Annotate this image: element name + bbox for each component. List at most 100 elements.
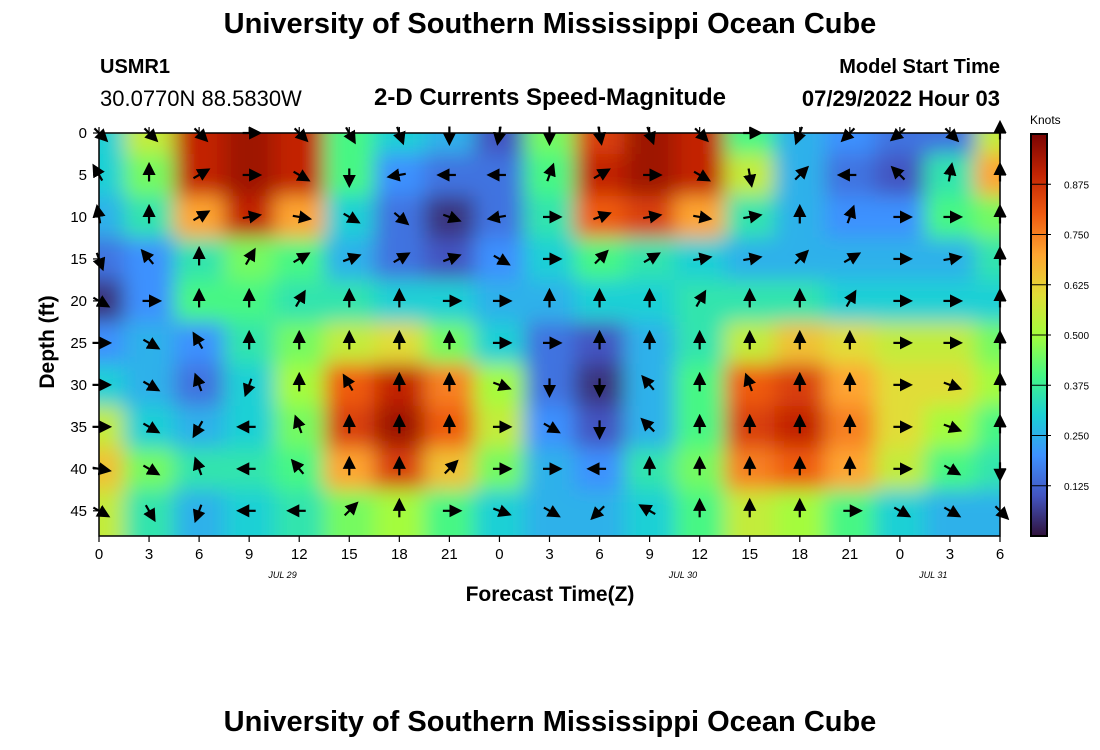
colorbar-tick-label: 0.375 — [1064, 381, 1089, 392]
current-arrow — [142, 337, 161, 350]
current-arrow — [693, 252, 713, 266]
current-arrow — [943, 252, 963, 266]
current-arrow — [192, 456, 206, 476]
date-label: JUL 31 — [918, 570, 947, 580]
current-arrow — [142, 421, 161, 434]
current-arrow — [743, 168, 757, 188]
colorbar-tick-label: 0.500 — [1064, 331, 1089, 342]
current-arrow — [943, 420, 963, 434]
y-tick-label: 35 — [70, 419, 87, 436]
current-arrow — [943, 162, 957, 182]
second-plot-title: University of Southern Mississippi Ocean… — [223, 706, 877, 738]
current-arrow — [243, 247, 256, 266]
current-arrow — [594, 249, 609, 265]
current-arrow — [142, 379, 161, 392]
current-arrow — [743, 252, 763, 266]
y-tick-label: 45 — [70, 503, 87, 520]
colorbar-tick-label: 0.875 — [1064, 180, 1089, 191]
heat-cell — [99, 489, 126, 536]
current-arrow — [192, 331, 205, 350]
current-arrow — [640, 417, 655, 433]
y-tick-label: 30 — [70, 377, 87, 394]
current-arrow — [342, 252, 362, 266]
heat-cell — [974, 279, 1000, 323]
heat-cell — [674, 133, 726, 155]
current-arrow — [890, 165, 906, 181]
heat-cell — [974, 363, 1000, 407]
model-start-value: 07/29/2022 Hour 03 — [801, 86, 1000, 111]
heat-cell — [524, 133, 576, 155]
current-arrow — [794, 249, 810, 265]
current-arrow — [543, 162, 556, 182]
heat-cell — [974, 195, 1000, 239]
heat-cell — [824, 133, 876, 155]
x-tick-label: 21 — [841, 546, 858, 563]
heat-cell — [424, 133, 476, 155]
current-arrow — [192, 504, 206, 524]
x-tick-label: 6 — [195, 546, 203, 563]
current-arrow — [893, 505, 912, 518]
date-label: JUL 29 — [267, 570, 296, 580]
current-arrow — [293, 252, 311, 265]
chart-subtitle: 2-D Currents Speed-Magnitude — [373, 84, 727, 111]
heat-cell — [974, 237, 1000, 281]
heat-cell — [924, 133, 976, 155]
x-tick-label: 6 — [996, 546, 1004, 563]
heat-cell — [174, 133, 226, 155]
current-arrow — [342, 373, 356, 392]
current-arrow — [590, 505, 605, 521]
current-arrow — [143, 504, 156, 523]
current-arrow — [393, 211, 410, 226]
heat-cell — [774, 133, 826, 155]
heat-cell — [974, 321, 1000, 365]
x-tick-label: 6 — [595, 546, 603, 563]
current-arrow — [593, 168, 611, 181]
current-arrow — [242, 210, 263, 224]
current-arrow — [641, 374, 655, 391]
colorbar-tick-label: 0.250 — [1064, 432, 1089, 443]
current-arrow — [843, 252, 862, 265]
current-arrow — [293, 414, 306, 434]
colorbar: 0.875 0.750 0.625 0.500 0.375 0.250 0.125 — [1030, 133, 1089, 537]
current-arrow — [142, 463, 161, 476]
y-tick-label: 10 — [70, 209, 87, 226]
current-arrow — [290, 458, 305, 475]
x-tick-label: 3 — [946, 546, 954, 563]
y-tick-label: 40 — [70, 461, 87, 478]
station-id: USMR1 — [100, 56, 171, 78]
current-arrow — [393, 252, 411, 265]
heat-cell — [724, 133, 776, 155]
current-arrow — [638, 504, 656, 517]
current-arrow — [192, 420, 205, 439]
heat-cell — [224, 489, 276, 536]
current-arrow — [543, 505, 561, 518]
plot-title: University of Southern Mississippi Ocean… — [223, 8, 877, 40]
current-arrow — [242, 378, 256, 398]
colorbar-unit-label: Knots — [1030, 113, 1061, 127]
current-arrow — [693, 169, 712, 182]
current-arrow — [543, 421, 561, 434]
current-arrow — [293, 289, 306, 308]
current-arrow — [343, 501, 359, 517]
heatmap-field — [99, 133, 1000, 536]
current-arrow — [492, 378, 512, 392]
current-arrow — [943, 378, 963, 392]
current-arrow — [693, 289, 707, 308]
current-arrow — [943, 505, 962, 518]
heat-cell — [274, 489, 326, 536]
current-arrow — [444, 459, 459, 475]
x-tick-label: 12 — [291, 546, 308, 563]
heat-cell — [374, 133, 426, 155]
x-tick-label: 21 — [441, 546, 458, 563]
current-arrow — [140, 248, 155, 265]
current-arrow — [386, 168, 406, 182]
x-tick-label: 0 — [896, 546, 904, 563]
y-tick-label: 0 — [79, 125, 87, 142]
heat-cell — [874, 133, 926, 155]
current-arrow — [844, 289, 857, 308]
current-arrow — [192, 168, 211, 181]
current-arrow — [643, 210, 663, 224]
heat-cell — [274, 133, 326, 155]
current-arrow — [492, 504, 512, 517]
